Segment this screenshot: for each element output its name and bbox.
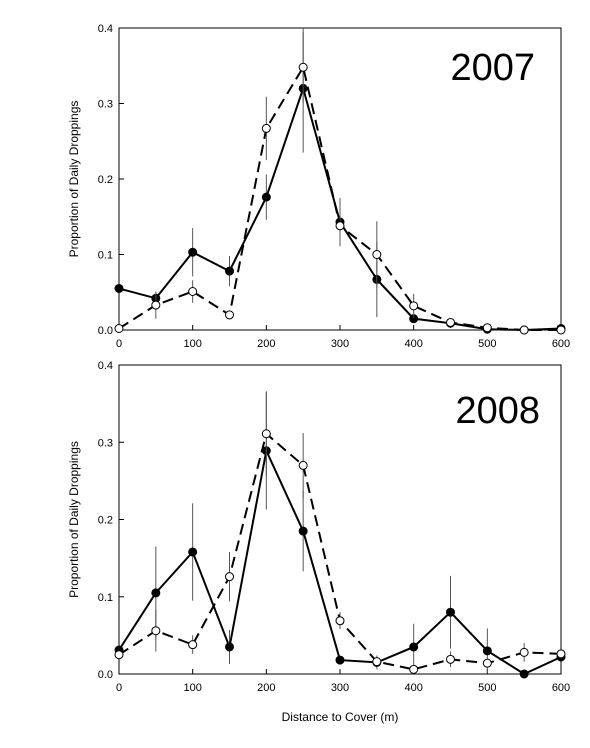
filled-marker — [225, 642, 234, 652]
y-tick-label: 0.0 — [98, 669, 113, 681]
open-marker — [188, 640, 198, 650]
filled-marker — [188, 547, 198, 557]
series-line — [118, 447, 562, 676]
open-marker — [519, 325, 529, 335]
y-tick-label: 0.3 — [98, 99, 113, 111]
x-tick-label: 100 — [183, 682, 201, 694]
open-marker — [114, 323, 124, 333]
panel-2008: 0 100 200 300 400 500 600 0.0 0.1 0.2 0.3 0.4 Propor… — [67, 360, 570, 724]
filled-marker — [519, 669, 529, 679]
open-marker — [519, 647, 529, 657]
open-marker — [556, 325, 566, 335]
filled-marker — [188, 247, 198, 257]
open-marker — [409, 301, 419, 311]
x-tick-label: 500 — [478, 338, 496, 350]
open-marker — [409, 664, 419, 674]
x-tick-label: 100 — [183, 338, 201, 350]
open-marker — [372, 250, 382, 259]
series-open-dashed — [114, 31, 566, 335]
open-marker — [188, 286, 198, 296]
open-marker — [151, 300, 161, 310]
filled-marker — [298, 526, 308, 536]
series-open-dashed — [114, 391, 566, 674]
filled-marker — [114, 283, 124, 293]
open-marker — [446, 654, 455, 664]
filled-marker — [482, 646, 492, 656]
x-tick-label: 500 — [478, 682, 496, 694]
x-tick-label: 300 — [331, 338, 349, 350]
x-tick-label: 200 — [257, 682, 275, 694]
open-marker — [482, 323, 492, 333]
open-marker — [298, 460, 308, 470]
open-marker — [335, 616, 345, 626]
open-marker — [261, 123, 271, 133]
open-marker — [556, 649, 566, 659]
y-axis-title: Proportion of Daily Droppings — [67, 101, 81, 258]
filled-marker — [261, 192, 271, 202]
x-tick-label: 200 — [257, 338, 275, 350]
open-marker — [335, 221, 345, 231]
filled-marker — [151, 588, 161, 598]
y-tick-label: 0.3 — [98, 437, 113, 449]
y-tick-label: 0.2 — [98, 174, 113, 186]
open-marker — [372, 657, 382, 667]
y-tick-label: 0.4 — [98, 360, 113, 372]
open-marker — [114, 650, 124, 660]
panel-year-label: 2008 — [455, 390, 540, 432]
open-marker — [446, 317, 455, 327]
x-tick-label: 400 — [404, 338, 422, 350]
panel-year-label: 2007 — [450, 47, 535, 89]
x-tick-label: 600 — [552, 338, 570, 350]
x-axis-title: Distance to Cover (m) — [282, 710, 399, 724]
filled-marker — [409, 642, 419, 652]
open-marker — [261, 429, 271, 439]
filled-marker — [335, 655, 345, 665]
y-axis-title: Proportion of Daily Droppings — [67, 441, 81, 598]
series-line — [118, 431, 562, 671]
open-marker — [225, 310, 234, 320]
y-tick-label: 0.1 — [98, 250, 113, 262]
y-tick-label: 0.4 — [98, 23, 113, 35]
open-marker — [151, 626, 161, 636]
y-tick-label: 0.2 — [98, 515, 113, 527]
y-tick-label: 0.1 — [98, 592, 113, 604]
series-filled-solid — [114, 392, 566, 679]
filled-marker — [446, 607, 455, 617]
open-marker — [482, 658, 492, 668]
filled-marker — [225, 266, 234, 276]
x-tick-label: 600 — [552, 682, 570, 694]
open-marker — [225, 572, 234, 582]
x-tick-label: 0 — [116, 338, 122, 350]
y-tick-label: 0.0 — [98, 325, 113, 337]
panel-2007: 0 100 200 300 400 500 600 0.0 0.1 0.2 0.3 0.4 Propor… — [67, 23, 570, 350]
x-tick-label: 400 — [404, 682, 422, 694]
x-tick-label: 300 — [331, 682, 349, 694]
open-marker — [298, 62, 308, 72]
x-tick-label: 0 — [116, 682, 122, 694]
